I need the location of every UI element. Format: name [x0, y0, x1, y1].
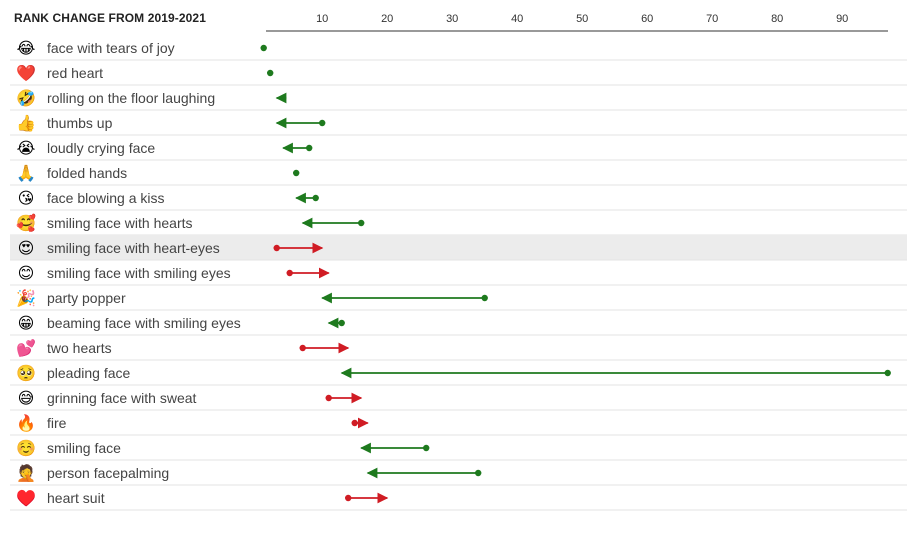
emoji-icon: 😊: [18, 264, 35, 283]
rank-2019-dot: [273, 244, 280, 252]
emoji-icon: ❤️: [16, 64, 36, 83]
rank-2019-dot: [351, 419, 358, 427]
emoji-icon: 💕: [16, 339, 36, 358]
rank-2019-dot: [260, 44, 267, 52]
x-tick-label: 60: [641, 13, 653, 25]
x-tick-label: 40: [511, 13, 523, 25]
x-tick-label: 10: [316, 13, 328, 25]
rank-2019-dot: [338, 319, 345, 327]
rank-2019-dot: [267, 69, 274, 77]
emoji-icon: ♥️: [16, 489, 36, 508]
emoji-icon: 🤣: [15, 89, 36, 109]
rank-2019-dot: [884, 369, 891, 377]
row-label: face with tears of joy: [47, 40, 175, 56]
row-label: face blowing a kiss: [47, 190, 165, 206]
rank-2019-dot: [306, 144, 313, 152]
row-label: party popper: [47, 290, 126, 306]
emoji-icon: 😂: [17, 39, 36, 58]
emoji-icon: 😭: [17, 139, 36, 158]
x-tick-label: 90: [836, 13, 848, 25]
row-highlight: [10, 235, 907, 260]
emoji-icon: 🤦: [16, 464, 36, 483]
rank-2019-dot: [312, 194, 319, 202]
x-tick-label: 30: [446, 13, 458, 25]
emoji-icon: 🥰: [16, 214, 36, 233]
chart-title: RANK CHANGE FROM 2019-2021: [14, 11, 206, 25]
x-tick-label: 20: [381, 13, 393, 25]
rank-2019-dot: [475, 469, 482, 477]
emoji-icon: 😘: [18, 189, 35, 208]
rank-2019-dot: [286, 269, 293, 277]
row-label: smiling face with hearts: [47, 215, 193, 231]
rank-2019-dot: [423, 444, 430, 452]
emoji-icon: 🙏: [16, 164, 36, 183]
emoji-icon: 🔥: [16, 414, 36, 433]
row-label: smiling face with heart-eyes: [47, 240, 220, 256]
row-label: smiling face with smiling eyes: [47, 265, 231, 281]
rank-2019-dot: [280, 94, 287, 102]
row-label: rolling on the floor laughing: [47, 90, 215, 106]
row-label: fire: [47, 415, 67, 431]
rank-2019-dot: [325, 394, 332, 402]
emoji-icon: 😁: [18, 314, 35, 333]
rank-2019-dot: [358, 219, 365, 227]
x-tick-label: 70: [706, 13, 718, 25]
row-label: thumbs up: [47, 115, 113, 131]
rank-2019-dot: [345, 494, 352, 502]
emoji-icon: ☺️: [16, 439, 36, 458]
emoji-icon: 😅: [18, 389, 35, 408]
row-label: two hearts: [47, 340, 112, 356]
rank-2019-dot: [319, 119, 326, 127]
emoji-icon: 🎉: [16, 289, 36, 308]
row-label: smiling face: [47, 440, 121, 456]
row-label: grinning face with sweat: [47, 390, 197, 406]
row-label: heart suit: [47, 490, 105, 506]
row-label: beaming face with smiling eyes: [47, 315, 241, 331]
rank-2019-dot: [293, 169, 300, 177]
emoji-icon: 👍: [16, 114, 36, 133]
row-label: person facepalming: [47, 465, 169, 481]
emoji-icon: 🥺: [16, 364, 36, 383]
row-label: loudly crying face: [47, 140, 155, 156]
row-label: pleading face: [47, 365, 131, 381]
rank-2019-dot: [299, 344, 306, 352]
x-tick-label: 80: [771, 13, 783, 25]
row-label: red heart: [47, 65, 103, 81]
x-tick-label: 50: [576, 13, 588, 25]
rank-2019-dot: [481, 294, 488, 302]
row-label: folded hands: [47, 165, 127, 181]
emoji-icon: 😍: [18, 239, 35, 258]
